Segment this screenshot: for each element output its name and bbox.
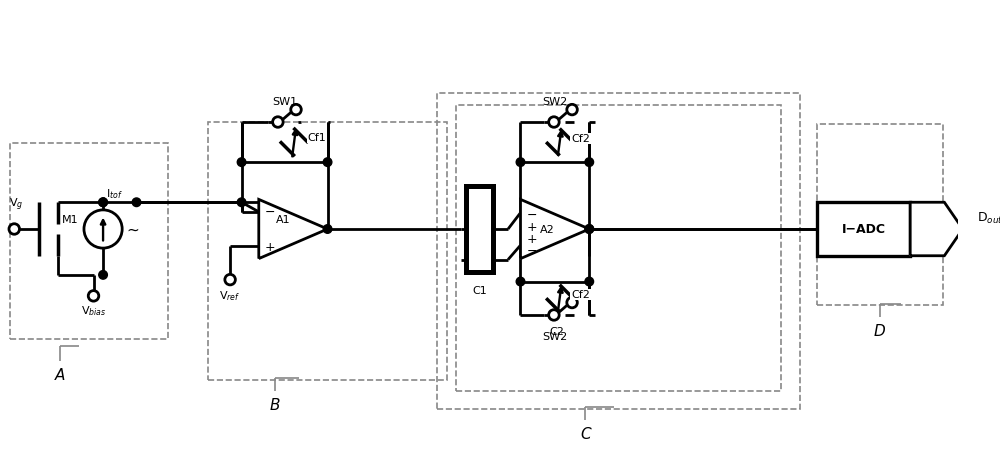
Circle shape (585, 225, 594, 234)
Circle shape (237, 158, 246, 167)
Circle shape (549, 118, 559, 128)
Text: I$_{tof}$: I$_{tof}$ (106, 187, 123, 201)
Bar (456, 106, 781, 392)
Text: V$_g$: V$_g$ (9, 196, 23, 213)
Circle shape (516, 278, 525, 286)
Text: +: + (526, 220, 537, 233)
Circle shape (132, 199, 141, 207)
Circle shape (99, 199, 107, 207)
Circle shape (273, 118, 283, 128)
Circle shape (237, 199, 246, 207)
Text: I−ADC: I−ADC (841, 223, 885, 236)
Circle shape (99, 271, 107, 280)
Text: −: − (526, 209, 537, 222)
Bar (817, 125, 943, 306)
Text: D: D (874, 323, 886, 338)
Text: −: − (526, 244, 537, 257)
Text: ~: ~ (126, 222, 139, 237)
Circle shape (585, 278, 594, 286)
Circle shape (585, 225, 594, 234)
Text: M1: M1 (62, 215, 79, 225)
Text: +: + (526, 233, 537, 246)
Circle shape (567, 105, 577, 116)
Text: D$_{out}$: D$_{out}$ (977, 211, 1000, 226)
Text: C: C (580, 426, 591, 441)
Bar (466, 187, 493, 272)
Circle shape (225, 275, 235, 285)
Polygon shape (910, 203, 963, 256)
Text: V$_{ref}$: V$_{ref}$ (219, 289, 241, 302)
Text: −: − (265, 206, 275, 219)
Bar (10, 144, 168, 339)
Bar (437, 94, 800, 409)
Text: B: B (270, 397, 280, 412)
Text: Cf2: Cf2 (571, 134, 590, 144)
Text: SW1: SW1 (272, 96, 297, 106)
Text: Cf2: Cf2 (571, 290, 590, 300)
Text: C1: C1 (472, 286, 487, 296)
Text: +: + (265, 240, 275, 253)
Text: Cf1: Cf1 (307, 133, 326, 143)
Text: SW2: SW2 (542, 96, 568, 106)
Text: A: A (55, 367, 65, 382)
Text: A1: A1 (276, 215, 291, 225)
Circle shape (549, 310, 559, 320)
Text: SW2: SW2 (542, 331, 568, 341)
Circle shape (323, 225, 332, 234)
Circle shape (9, 224, 19, 235)
Circle shape (516, 158, 525, 167)
Text: A2: A2 (540, 224, 554, 235)
Polygon shape (520, 200, 589, 259)
Circle shape (585, 158, 594, 167)
Circle shape (99, 199, 107, 207)
Polygon shape (259, 200, 328, 259)
Circle shape (567, 297, 577, 308)
Circle shape (964, 224, 975, 235)
Text: C2: C2 (549, 327, 564, 337)
Text: V$_{bias}$: V$_{bias}$ (81, 304, 106, 318)
Circle shape (323, 158, 332, 167)
Circle shape (291, 105, 301, 116)
Bar (208, 123, 447, 380)
Circle shape (88, 291, 99, 302)
Bar (817, 203, 910, 256)
